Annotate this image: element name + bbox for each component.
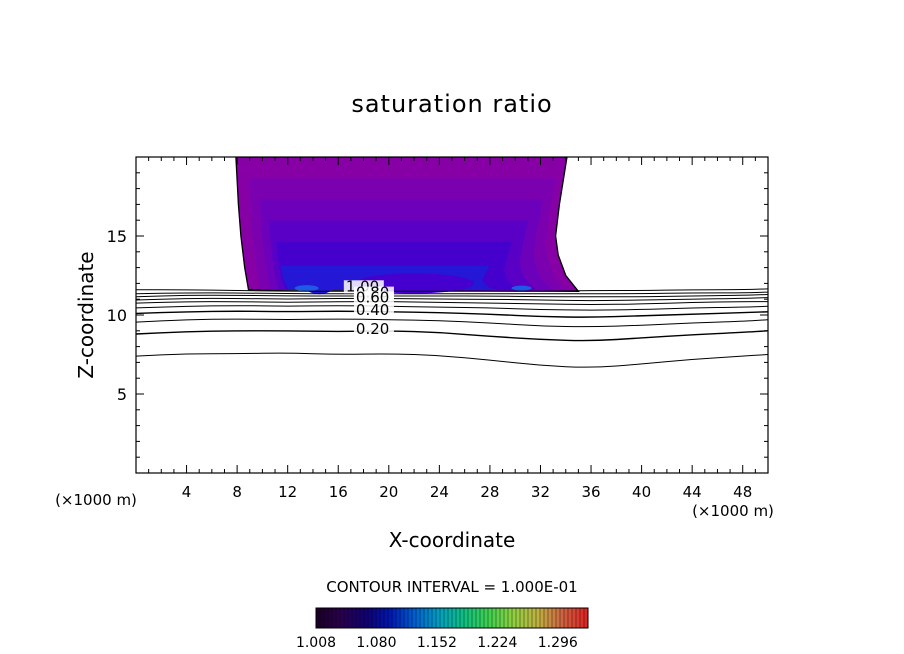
x-tick-label: 24 [430, 483, 449, 501]
contour-line-0-5 [136, 305, 768, 311]
contour-label-bg [353, 291, 394, 305]
x-tick-label: 44 [683, 483, 702, 501]
y-tick-labels: 5 10 15 [107, 227, 127, 404]
x-tick-label: 48 [733, 483, 752, 501]
contour-label-bg [353, 322, 394, 336]
colorbar-frame [315, 607, 589, 629]
contour-line-0-8 [136, 294, 768, 298]
x-tick-label: 40 [632, 483, 651, 501]
contour-line-0-7 [136, 297, 768, 302]
contour-labels: 1.000.800.600.400.20 [343, 277, 394, 338]
x-tick-labels: 4 8 12 16 20 24 28 32 36 40 44 48 [182, 483, 752, 501]
y-tick-label: 10 [107, 306, 127, 325]
x-unit-left: (×1000 m) [55, 491, 137, 509]
contour-label: 0.20 [356, 320, 389, 338]
contour-line-1 [136, 288, 768, 292]
contour-lines [136, 288, 768, 368]
colorbar-stripes [319, 608, 585, 628]
contour-line-0-1 [136, 352, 768, 368]
y-tick-label: 5 [117, 385, 127, 404]
colorbar: 1.008 1.080 1.152 1.224 1.296 [296, 607, 589, 651]
colorbar-tick-labels: 1.008 1.080 1.152 1.224 1.296 [296, 635, 578, 651]
x-tick-label: 12 [278, 483, 297, 501]
contour-line-0-2 [136, 330, 768, 342]
x-tick-label: 16 [329, 483, 348, 501]
x-axis-label: X-coordinate [389, 528, 516, 552]
contour-label: 0.40 [356, 301, 389, 319]
core-edge-right [511, 285, 532, 291]
colorbar-tick-label: 1.080 [356, 635, 396, 651]
x-unit-right: (×1000 m) [692, 502, 774, 520]
x-tick-label: 20 [379, 483, 398, 501]
y-tick-label: 15 [107, 227, 127, 246]
contour-line-0-6 [136, 301, 768, 305]
axis-ticks [136, 157, 768, 473]
contour-line-0-9 [136, 291, 768, 295]
contour-label-bg [353, 304, 394, 317]
supersaturation-fill [235, 157, 580, 295]
contour-label: 0.60 [356, 288, 389, 306]
core-edge-left [294, 285, 319, 292]
contour-interval-text: CONTOUR INTERVAL = 1.000E-01 [326, 578, 577, 596]
contour-line-0-4 [136, 310, 768, 318]
x-tick-label: 4 [182, 483, 192, 501]
x-tick-label: 32 [531, 483, 550, 501]
y-axis-label: Z-coordinate [74, 251, 98, 378]
colorbar-tick-label: 1.008 [296, 635, 336, 651]
x-tick-label: 36 [581, 483, 600, 501]
plot-area [136, 157, 768, 368]
colorbar-tick-label: 1.224 [477, 635, 517, 651]
x-tick-label: 8 [232, 483, 242, 501]
contour-line-0-3 [136, 318, 768, 328]
chart-title: saturation ratio [351, 90, 552, 118]
x-tick-label: 28 [480, 483, 499, 501]
colorbar-tick-label: 1.296 [538, 635, 578, 651]
colorbar-tick-label: 1.152 [417, 635, 457, 651]
